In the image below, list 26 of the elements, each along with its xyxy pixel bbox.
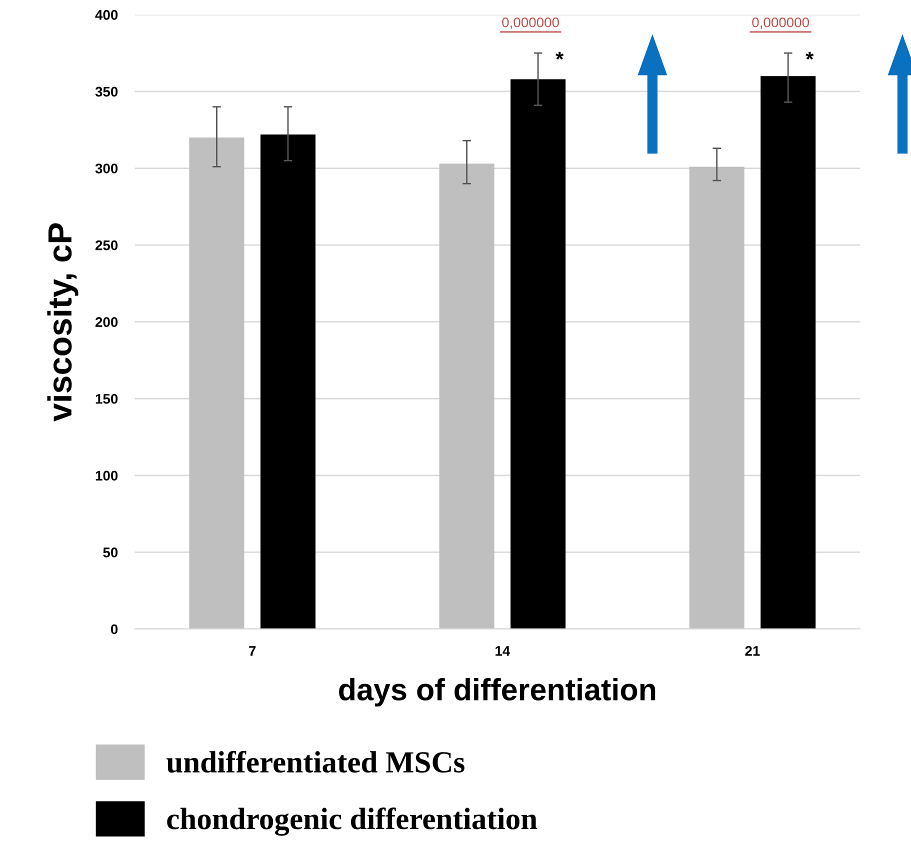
y-tick-label: 100	[96, 470, 118, 481]
bar	[760, 76, 816, 629]
bar	[189, 138, 244, 629]
y-axis-title: viscosity, cP	[47, 223, 78, 422]
y-tick-label: 250	[95, 240, 118, 250]
y-tick-label: 150	[96, 394, 118, 404]
y-tick-label: 200	[95, 317, 118, 328]
x-tick-label: 7	[249, 646, 256, 656]
annotation: *	[556, 52, 564, 60]
annotation: *	[806, 52, 814, 60]
annotation: 0,000000	[502, 17, 559, 29]
x-tick-label: 14	[496, 646, 510, 656]
y-tick-label: 300	[95, 164, 118, 174]
x-axis-title: days of differentiation	[339, 678, 656, 707]
bar	[439, 164, 494, 629]
bar	[260, 134, 316, 629]
annotation: 0,000000	[752, 17, 810, 29]
y-tick-label: 350	[95, 86, 118, 97]
y-tick-label: 400	[95, 10, 118, 20]
bar	[510, 79, 566, 629]
bar	[689, 166, 744, 629]
legend-label: chondrogenic differentiation	[167, 808, 538, 836]
legend-label: undifferentiated MSCs	[166, 750, 464, 773]
x-tick-label: 21	[745, 646, 760, 656]
y-tick-label: 50	[103, 548, 118, 558]
y-tick-label: 0	[110, 624, 118, 634]
